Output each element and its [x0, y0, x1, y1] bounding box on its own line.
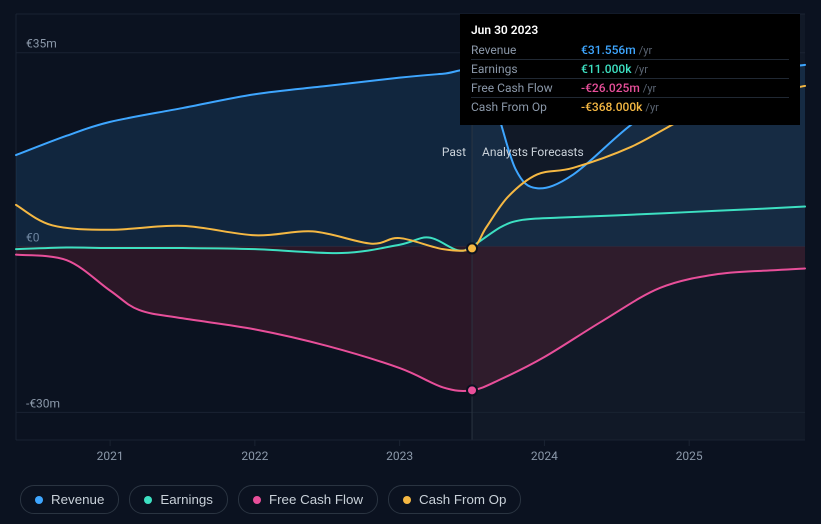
tooltip-row: Free Cash Flow-€26.025m/yr: [471, 79, 789, 98]
legend-item-label: Cash From Op: [419, 492, 506, 507]
x-tick-label: 2023: [386, 449, 413, 463]
legend-item-label: Revenue: [51, 492, 104, 507]
legend-item-label: Free Cash Flow: [269, 492, 363, 507]
legend-dot-icon: [403, 496, 411, 504]
tooltip-title: Jun 30 2023: [471, 23, 789, 37]
x-tick-label: 2021: [97, 449, 124, 463]
y-tick-label: -€30m: [26, 396, 60, 410]
financial-chart: -€30m€0€35m20212022202320242025PastAnaly…: [0, 0, 821, 524]
tooltip-row-label: Earnings: [471, 62, 581, 76]
legend: Revenue Earnings Free Cash Flow Cash From O…: [20, 485, 521, 514]
legend-item-earnings[interactable]: Earnings: [129, 485, 228, 514]
x-tick-label: 2025: [676, 449, 703, 463]
tooltip-row: Cash From Op-€368.000k/yr: [471, 98, 789, 116]
tooltip-row-unit: /yr: [635, 63, 648, 76]
tooltip-row-label: Revenue: [471, 43, 581, 57]
legend-dot-icon: [35, 496, 43, 504]
tooltip-row-label: Cash From Op: [471, 100, 581, 114]
tooltip-row-value: -€368.000k: [581, 100, 642, 114]
tooltip-row: Earnings€11.000k/yr: [471, 60, 789, 79]
tooltip-row: Revenue€31.556m/yr: [471, 41, 789, 60]
tooltip-row-value: €11.000k: [581, 62, 632, 76]
forecast-label: Analysts Forecasts: [482, 145, 584, 159]
legend-item-label: Earnings: [160, 492, 213, 507]
tooltip-row-unit: /yr: [645, 101, 658, 114]
legend-item-cfo[interactable]: Cash From Op: [388, 485, 521, 514]
tooltip-row-label: Free Cash Flow: [471, 81, 581, 95]
tooltip-row-unit: /yr: [643, 82, 656, 95]
data-tooltip: Jun 30 2023 Revenue€31.556m/yrEarnings€1…: [460, 14, 800, 125]
tooltip-row-value: -€26.025m: [581, 81, 640, 95]
tooltip-row-value: €31.556m: [581, 43, 636, 57]
y-tick-label: €35m: [26, 37, 57, 51]
past-label: Past: [442, 145, 466, 159]
legend-item-fcf[interactable]: Free Cash Flow: [238, 485, 378, 514]
legend-dot-icon: [253, 496, 261, 504]
legend-dot-icon: [144, 496, 152, 504]
tooltip-row-unit: /yr: [639, 44, 652, 57]
x-tick-label: 2024: [531, 449, 558, 463]
marker-fcf[interactable]: [467, 385, 477, 395]
marker-cfo[interactable]: [467, 243, 477, 253]
legend-item-revenue[interactable]: Revenue: [20, 485, 119, 514]
x-tick-label: 2022: [241, 449, 268, 463]
